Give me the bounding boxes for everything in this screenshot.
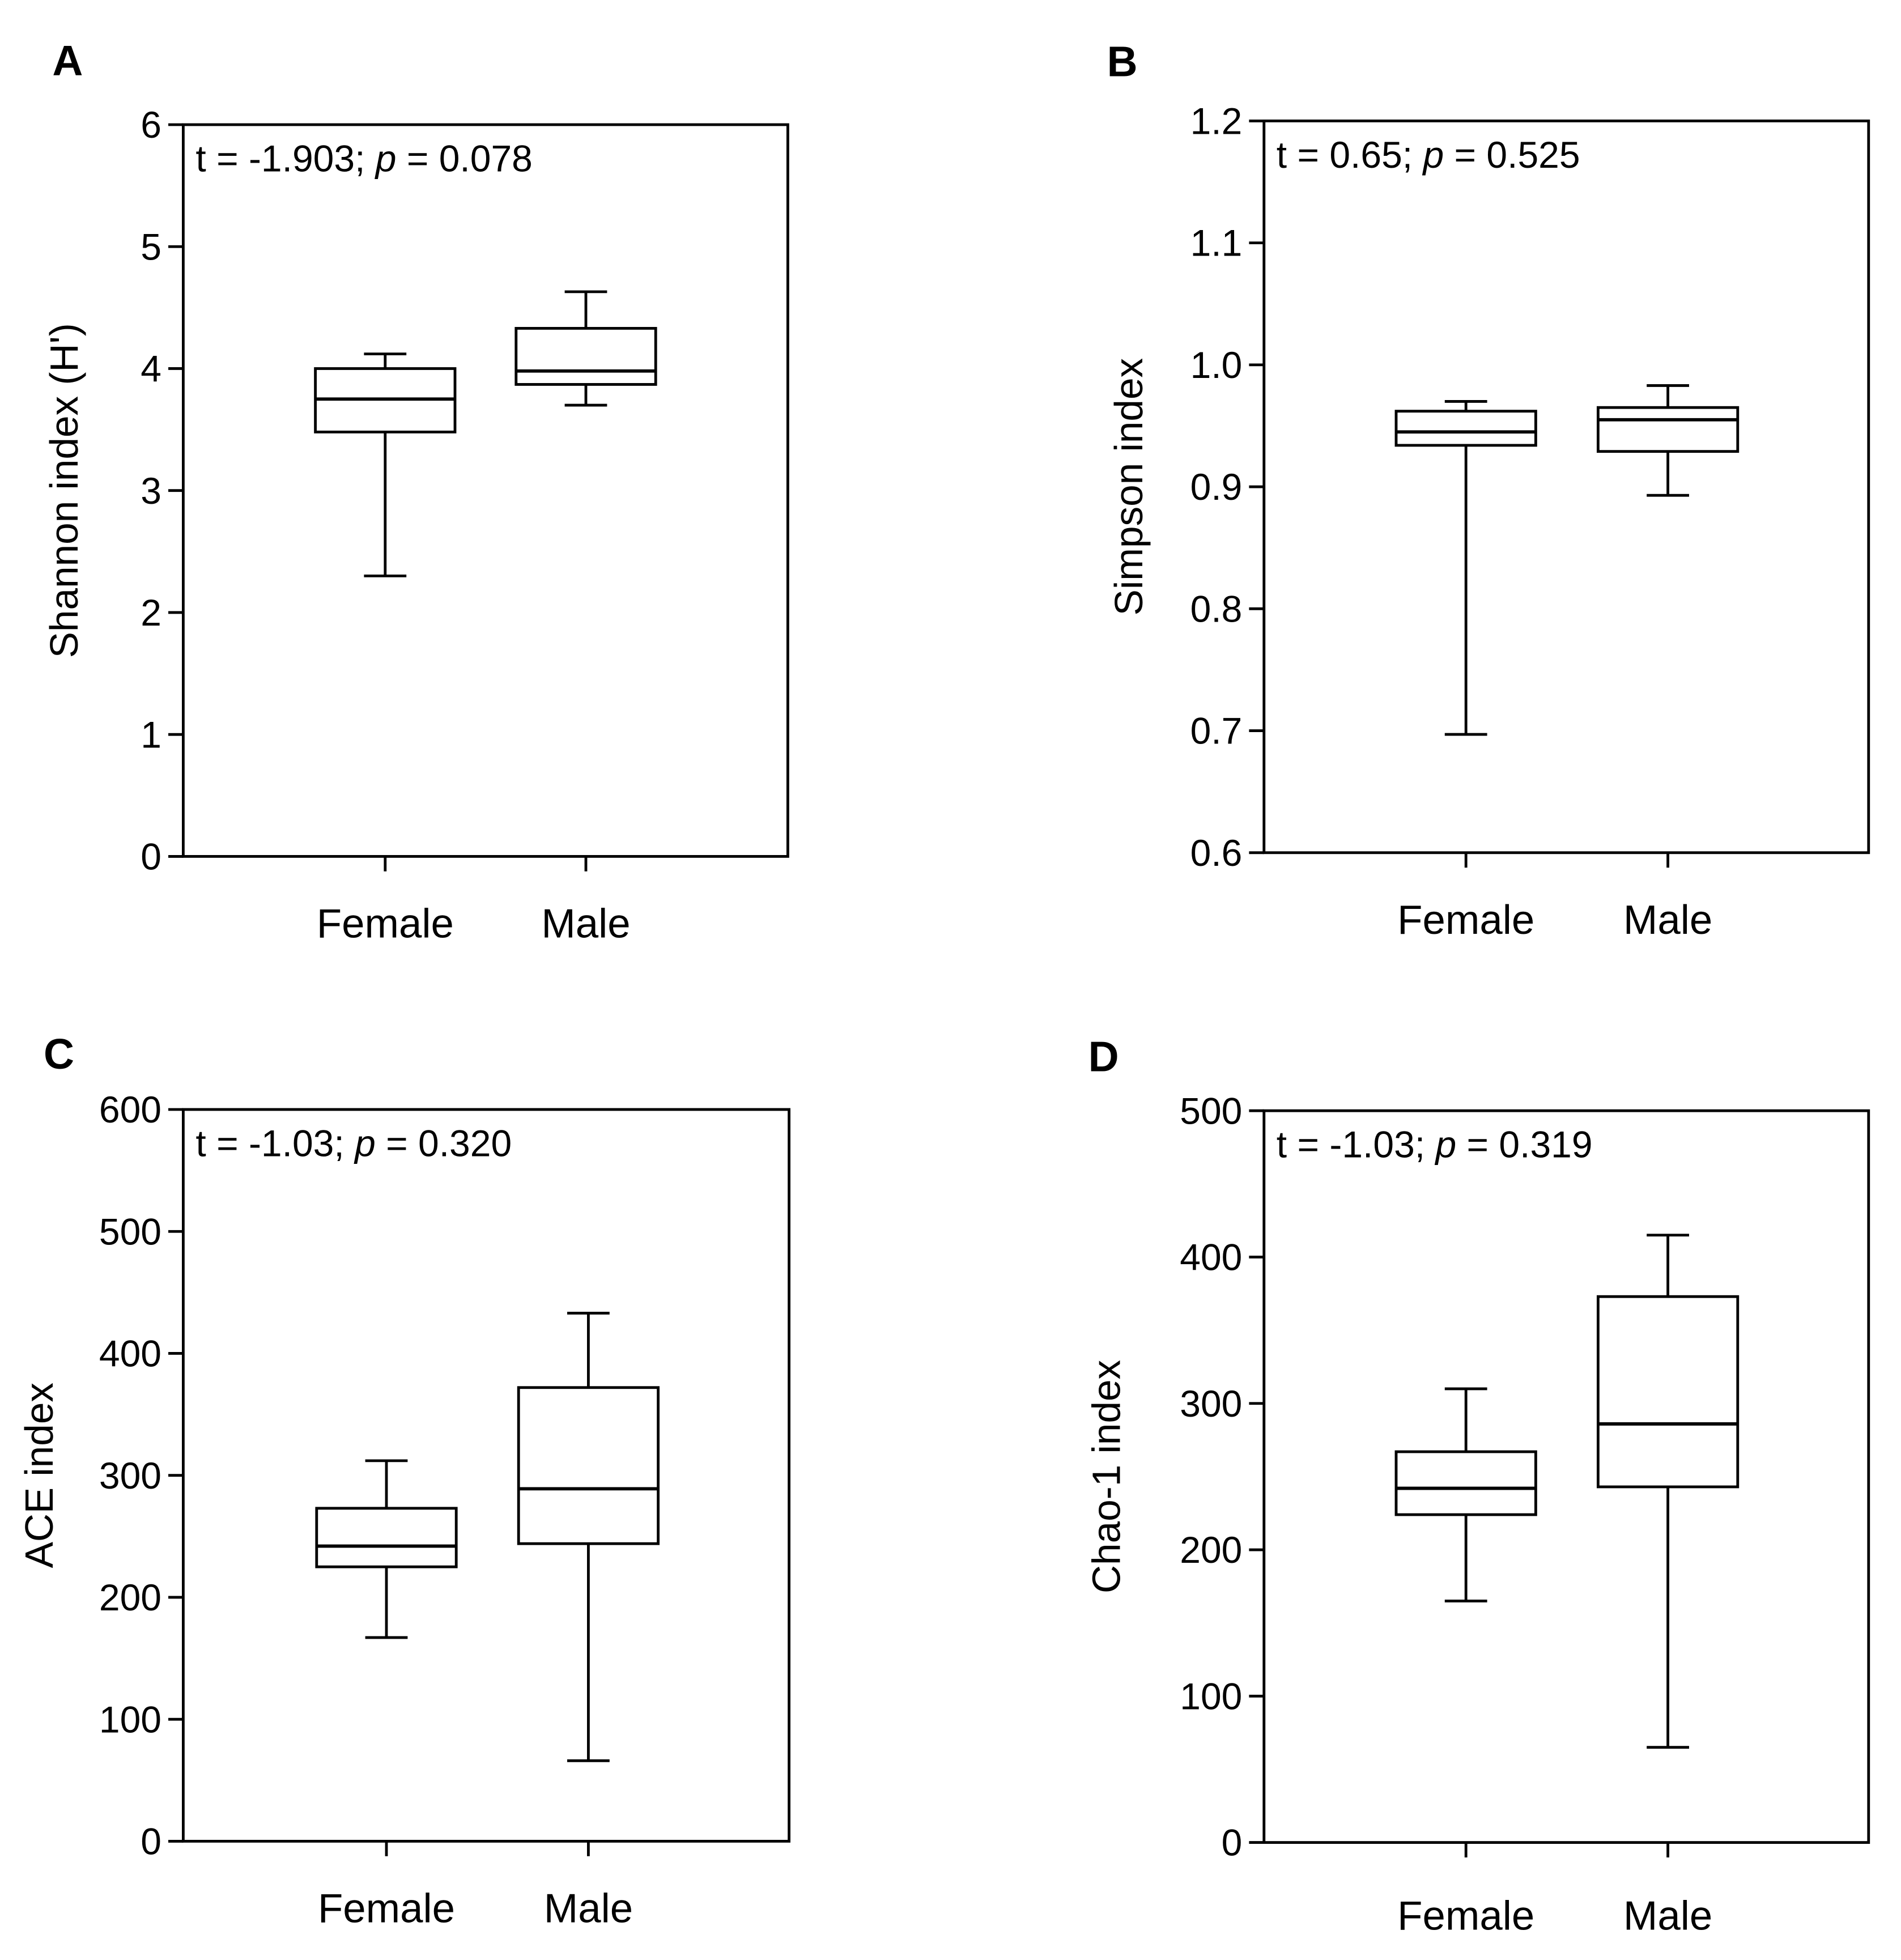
stats-t: t = -1.03; [1277, 1124, 1436, 1166]
y-tick-label: 0 [1222, 1822, 1243, 1864]
y-tick-label: 0.8 [1190, 588, 1243, 630]
box-male [1596, 1234, 1740, 1749]
box-female [315, 1459, 458, 1639]
stats-t: t = 0.65; [1277, 134, 1423, 176]
plot-frame [181, 1108, 791, 1843]
stats-p-symbol: p [1422, 134, 1444, 176]
y-tick-label: 100 [1180, 1675, 1242, 1717]
iqr-box [1394, 410, 1537, 447]
category-label: Male [541, 900, 630, 946]
y-axis-title: Shannon index (H') [42, 323, 86, 658]
iqr-box [514, 327, 657, 386]
stats-p-value: = 0.319 [1456, 1124, 1592, 1166]
y-tick-label: 0.6 [1190, 832, 1243, 874]
category-label: Female [318, 1885, 455, 1931]
y-tick-label: 100 [99, 1698, 161, 1740]
y-tick-label: 1.2 [1190, 100, 1243, 142]
box-male [514, 290, 657, 407]
y-tick-label: 1.0 [1190, 344, 1243, 386]
y-tick-label: 4 [141, 348, 161, 390]
stats-p-symbol: p [1434, 1124, 1456, 1166]
iqr-box [517, 1386, 660, 1545]
y-tick-label: 400 [99, 1333, 161, 1375]
box-male [1596, 384, 1740, 497]
category-label: Male [1623, 897, 1712, 943]
panel-b: B 0.6 0.7 0.8 0.9 1.0 1.1 1.2 Simpson index t = 0… [1107, 38, 1870, 943]
y-tick-label: 500 [99, 1210, 161, 1252]
y-tick-label: 200 [1180, 1529, 1242, 1571]
panel-label: B [1107, 38, 1138, 86]
y-tick-label: 400 [1180, 1236, 1242, 1278]
stats-annotation: t = -1.03; p = 0.319 [1277, 1124, 1593, 1166]
panel-a: A 0 1 2 3 4 5 6 Shannon index (H') t = -1.903; p … [42, 37, 789, 946]
y-tick-label: 300 [1180, 1383, 1242, 1425]
stats-p-symbol: p [375, 138, 397, 180]
y-tick-label: 5 [141, 226, 161, 267]
category-label: Male [1623, 1893, 1712, 1939]
box-female [314, 352, 457, 577]
y-axis-title: ACE index [17, 1383, 61, 1568]
y-tick-label: 300 [99, 1455, 161, 1496]
y-tick-label: 0.7 [1190, 710, 1243, 752]
panel-label: A [52, 37, 83, 84]
iqr-box [1596, 1295, 1740, 1489]
iqr-box [1596, 406, 1740, 453]
y-tick-label: 3 [141, 470, 161, 512]
panel-d: D 0 100 200 300 400 500 Chao-1 index t = -1.03; … [1084, 1032, 1870, 1939]
y-axis-title: Chao-1 index [1084, 1360, 1128, 1593]
panel-label: D [1088, 1032, 1119, 1080]
category-label: Female [1397, 1893, 1534, 1939]
stats-p-value: = 0.525 [1444, 134, 1580, 176]
box-female [1394, 400, 1537, 736]
stats-t: t = -1.903; [195, 138, 375, 180]
panel-label: C [44, 1030, 74, 1078]
box-female [1394, 1387, 1537, 1602]
y-tick-label: 6 [141, 104, 161, 146]
stats-annotation: t = -1.903; p = 0.078 [195, 138, 532, 180]
stats-annotation: t = 0.65; p = 0.525 [1277, 134, 1580, 176]
stats-p-symbol: p [354, 1123, 376, 1164]
y-tick-label: 200 [99, 1576, 161, 1618]
stats-t: t = -1.03; [195, 1123, 355, 1164]
y-tick-label: 0 [141, 1821, 161, 1863]
plot-frame [1262, 1109, 1870, 1844]
y-tick-label: 0.9 [1190, 466, 1243, 508]
y-tick-label: 600 [99, 1089, 161, 1130]
y-axis-title: Simpson index [1107, 358, 1151, 616]
y-tick-label: 0 [141, 836, 161, 878]
category-label: Female [317, 900, 454, 946]
panel-c: C 0 100 200 300 400 500 600 ACE index t = -1.03; … [17, 1030, 791, 1931]
stats-p-value: = 0.078 [396, 138, 532, 180]
plot-frame [1262, 119, 1870, 854]
y-tick-label: 2 [141, 592, 161, 634]
y-tick-label: 500 [1180, 1090, 1242, 1132]
y-tick-label: 1.1 [1190, 222, 1243, 264]
plot-frame [181, 123, 789, 858]
stats-annotation: t = -1.03; p = 0.320 [195, 1123, 512, 1164]
category-label: Male [544, 1885, 633, 1931]
category-label: Female [1397, 897, 1534, 943]
box-male [517, 1312, 660, 1762]
stats-p-value: = 0.320 [376, 1123, 512, 1164]
iqr-box [1394, 1450, 1537, 1516]
iqr-box [315, 1507, 458, 1568]
y-tick-label: 1 [141, 713, 161, 755]
